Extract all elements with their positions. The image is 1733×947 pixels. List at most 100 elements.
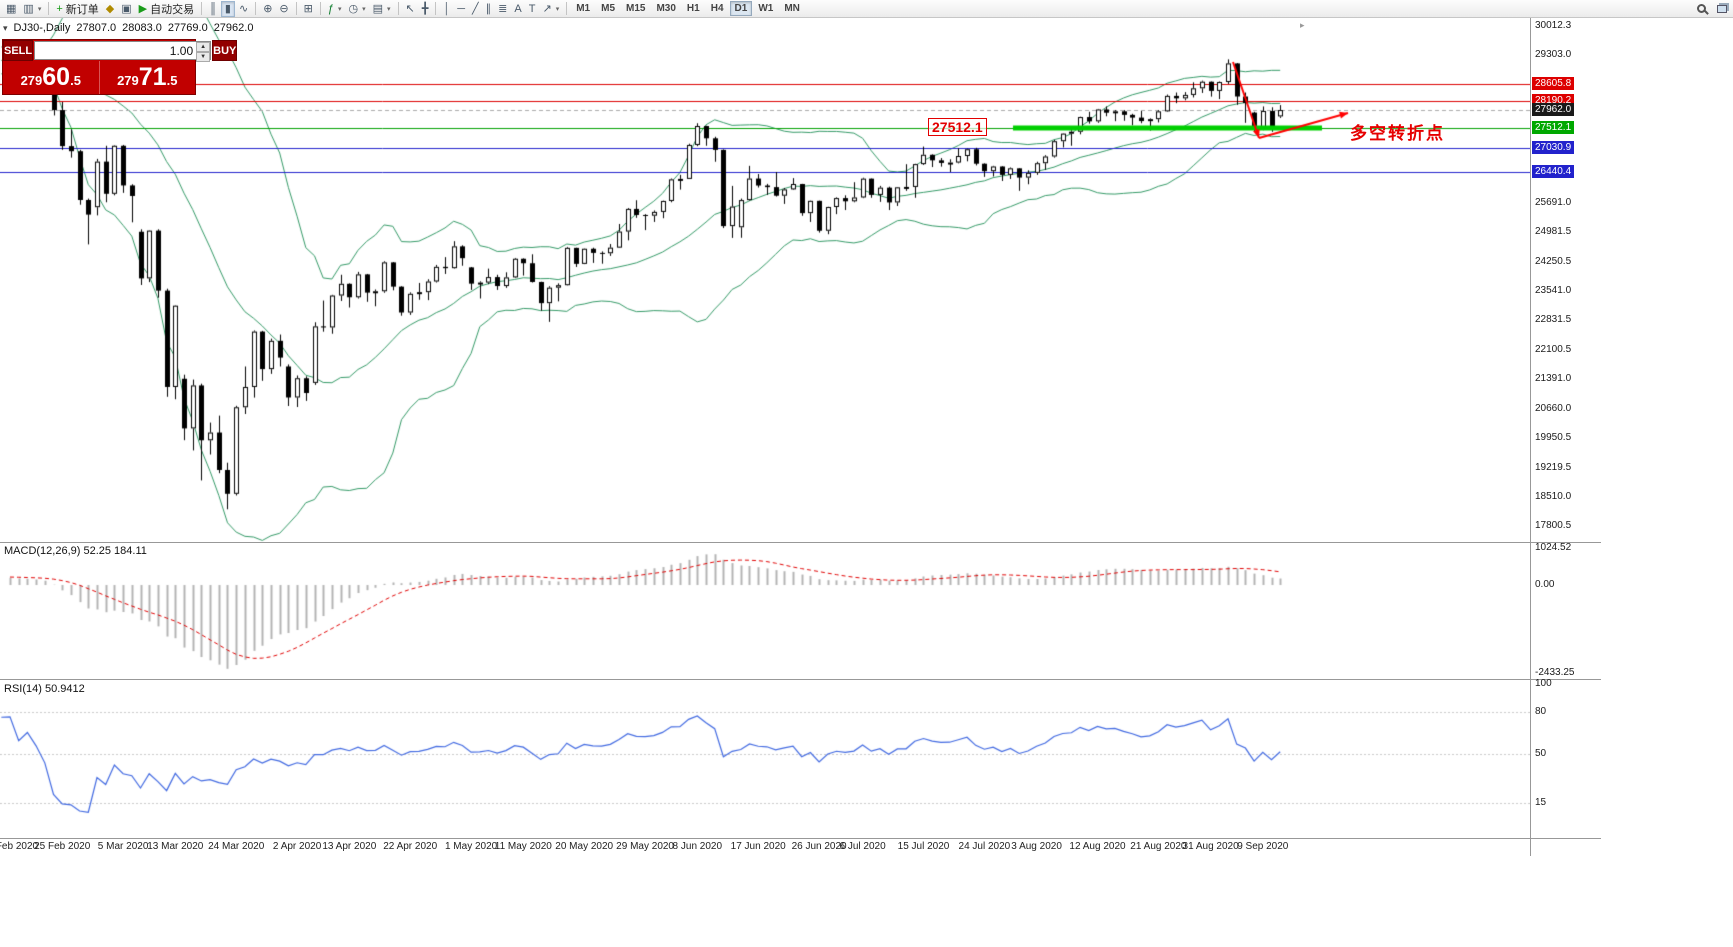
rsi-panel-canvas[interactable] (0, 679, 1530, 838)
lot-increase-button[interactable]: ▲ (196, 42, 211, 52)
main-chart-canvas[interactable] (0, 18, 1530, 542)
time-axis-label: 26 Jun 2020 (791, 841, 847, 852)
search-button[interactable] (1694, 1, 1713, 17)
horizontal-line-icon: ─ (457, 2, 466, 15)
toolbar-separator (255, 2, 257, 15)
panel-separator[interactable] (0, 679, 1601, 680)
price-axis-tick: 23541.0 (1535, 285, 1572, 297)
one-click-panel-toggle[interactable]: ▾ (3, 22, 8, 33)
timeframe-m30-button[interactable]: M30 (656, 3, 676, 14)
text-label-button[interactable]: T (526, 1, 539, 17)
tile-windows-button[interactable]: ⊞ (301, 1, 316, 17)
price-axis-border (1530, 18, 1531, 856)
timeframe-m15-button[interactable]: M15 (626, 3, 646, 14)
time-axis-label: 9 Sep 2020 (1237, 841, 1289, 852)
new-order-icon: + (56, 2, 63, 15)
text-label-icon: T (528, 2, 536, 15)
new-chart-icon: ▦ (6, 2, 17, 15)
time-axis-label: 21 Aug 2020 (1130, 841, 1187, 852)
time-axis-label: 31 Aug 2020 (1182, 841, 1239, 852)
timeframe-h1-button[interactable]: H1 (686, 3, 700, 14)
timeframe-h4-button[interactable]: H4 (710, 3, 724, 14)
price-axis[interactable]: 30012.3 29303.0 25691.0 24981.5 24250.5 23541… (1531, 18, 1603, 856)
panel-separator[interactable] (0, 542, 1601, 543)
time-axis-label: 24 Jul 2020 (958, 841, 1011, 852)
timeframe-m5-button[interactable]: M5 (601, 3, 616, 14)
toolbar-separator (566, 2, 568, 15)
timeframe-w1-button[interactable]: W1 (758, 3, 774, 14)
lot-size-input[interactable] (35, 42, 197, 59)
price-axis-tick: 20660.0 (1535, 403, 1572, 415)
terminal-button[interactable]: ▣ (118, 1, 134, 17)
price-axis-tick: 19219.5 (1535, 462, 1572, 474)
price-axis-tick: 22831.5 (1535, 314, 1572, 326)
cursor-button[interactable]: ↖ (403, 1, 418, 17)
price-axis-badge: 26440.4 (1532, 165, 1575, 179)
bar-chart-icon: ║ (209, 2, 217, 15)
candlestick-chart-button[interactable]: ▮ (220, 0, 235, 17)
chart-scroll-marker-icon[interactable]: ▸ (1300, 20, 1305, 30)
time-axis-label: 5 Mar 2020 (97, 841, 149, 852)
trendline-button[interactable]: ╱ (469, 1, 482, 17)
sell-button[interactable]: SELL (3, 40, 34, 61)
equidistant-channel-button[interactable]: ∥ (483, 1, 495, 17)
arrow-tools-button[interactable]: ↗ ▾ (539, 1, 562, 17)
price-axis-tick: 25691.0 (1535, 197, 1572, 209)
buy-button[interactable]: BUY (212, 40, 238, 61)
price-axis-tick: 19950.5 (1535, 432, 1572, 444)
candlestick-chart-icon: ▮ (224, 2, 231, 15)
metaeditor-button[interactable]: ◆ (103, 1, 117, 17)
turning-point-annotation[interactable]: 多空转折点 (1350, 124, 1445, 143)
bar-chart-button[interactable]: ║ (206, 1, 220, 17)
fibonacci-icon: ≣ (498, 2, 508, 15)
buy-price[interactable]: 279 71.5 (98, 61, 196, 94)
price-axis-tick: 29303.0 (1535, 49, 1572, 61)
zoom-out-button[interactable]: ⊖ (276, 1, 291, 17)
timeframe-mn-button[interactable]: MN (784, 3, 800, 14)
profiles-button[interactable]: ▥ ▾ (20, 1, 44, 17)
periods-dropdown-icon[interactable]: ▾ (362, 5, 366, 13)
profiles-dropdown-icon[interactable]: ▾ (37, 5, 42, 13)
autotrading-icon: ▶ (138, 2, 148, 15)
vertical-line-button[interactable]: │ (440, 1, 453, 17)
templates-dropdown-icon[interactable]: ▾ (387, 5, 391, 13)
indicators-dropdown-icon[interactable]: ▾ (337, 5, 342, 13)
rsi-axis-tick: 100 (1535, 678, 1552, 689)
templates-icon: ▤ (372, 2, 384, 15)
price-annotation[interactable]: 27512.1 (928, 118, 987, 136)
macd-axis-tick: 1024.52 (1535, 542, 1572, 553)
autotrading-button[interactable]: ▶ 自动交易 (136, 1, 197, 17)
crosshair-button[interactable]: ╋ (419, 1, 432, 17)
window-list-button[interactable] (1714, 1, 1730, 17)
time-axis-label: 13 Apr 2020 (322, 841, 377, 852)
sell-price-digits: .5 (70, 73, 81, 88)
sell-price-digits: 279 (20, 73, 43, 88)
sell-price[interactable]: 279 60.5 (3, 61, 99, 94)
new-order-label: 新订单 (65, 3, 99, 16)
templates-button[interactable]: ▤ ▾ (370, 1, 394, 17)
new-order-button[interactable]: + 新订单 (53, 1, 101, 17)
time-axis-label: 6 Jul 2020 (839, 841, 886, 852)
horizontal-line-button[interactable]: ─ (454, 1, 468, 17)
chart-ohlc-line: ▾ DJ30-,Daily 27807.0 28083.0 27769.0 27… (3, 22, 253, 34)
timeframe-d1-button[interactable]: D1 (729, 1, 753, 16)
periods-button[interactable]: ◷ ▾ (345, 1, 368, 17)
lot-size-box: ▲ ▼ (34, 41, 212, 62)
new-chart-button[interactable]: ▦ (3, 1, 19, 17)
text-button[interactable]: A (511, 1, 524, 17)
macd-panel-canvas[interactable] (0, 542, 1530, 679)
zoom-in-icon: ⊕ (263, 2, 273, 15)
profiles-icon: ▥ (23, 2, 34, 15)
fibonacci-button[interactable]: ≣ (495, 1, 510, 17)
toolbar: ▦ ▥ ▾ + 新订单 ◆ ▣ ▶ 自动交易 ║ ▮ ∿ ⊕ ⊖ ⊞ ƒ ▾ ◷ ▾ ▤ ▾ ↖ ╋ │ ─ ╱ ∥ ≣ A T ↗ ▾ M1 M… (0, 0, 1733, 18)
rsi-axis-tick: 15 (1535, 797, 1547, 808)
lot-spinner: ▲ ▼ (196, 42, 211, 62)
line-chart-button[interactable]: ∿ (236, 1, 251, 17)
timeframe-m1-button[interactable]: M1 (576, 3, 591, 14)
lot-decrease-button[interactable]: ▼ (196, 52, 211, 62)
arrow-tools-dropdown-icon[interactable]: ▾ (555, 5, 560, 13)
indicators-button[interactable]: ƒ ▾ (325, 1, 345, 17)
time-axis-label: 22 Apr 2020 (383, 841, 438, 852)
zoom-in-button[interactable]: ⊕ (260, 1, 275, 17)
